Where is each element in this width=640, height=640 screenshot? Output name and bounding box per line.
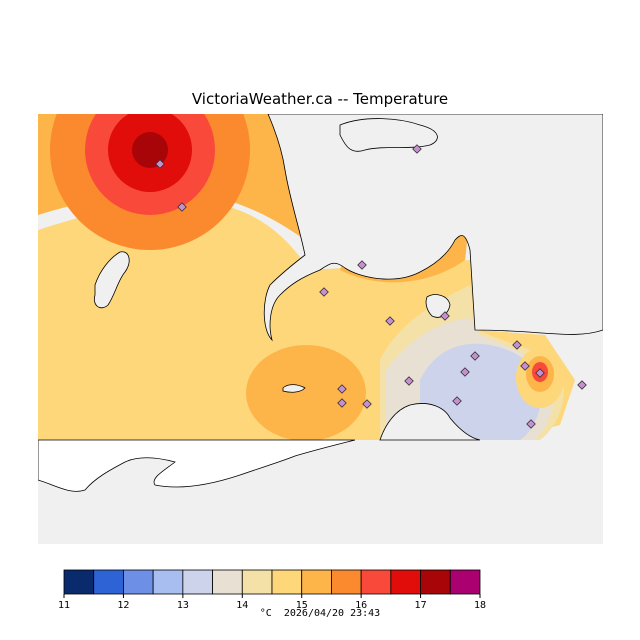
station-marker (452, 396, 462, 406)
legend-swatch (63, 569, 95, 595)
station-markers (155, 144, 587, 429)
legend-tick-label: 15 (296, 600, 308, 611)
station-marker (535, 368, 545, 378)
legend-footer: °C 2026/04/20 23:43 (0, 608, 640, 619)
station-marker (440, 311, 450, 321)
station-marker (404, 376, 414, 386)
unit-label: °C (259, 608, 272, 619)
legend-swatch (331, 569, 362, 595)
timestamp: 2026/04/20 23:43 (283, 608, 381, 619)
legend-swatch (360, 569, 392, 595)
island-west (93, 251, 130, 309)
station-marker (520, 361, 530, 371)
legend-swatch (449, 569, 481, 595)
station-marker (357, 260, 367, 270)
legend-tick-label: 18 (474, 600, 486, 611)
legend-swatch (420, 569, 451, 595)
station-marker (577, 380, 587, 390)
station-marker (362, 399, 372, 409)
station-marker (385, 316, 395, 326)
station-marker (177, 202, 187, 212)
legend-swatch (123, 569, 154, 595)
water-se-bay (379, 403, 481, 441)
water-strait (263, 114, 603, 342)
map-title: VictoriaWeather.ca -- Temperature (191, 90, 449, 108)
south-coast (38, 439, 356, 492)
station-marker (412, 144, 422, 154)
water-inlet (339, 118, 438, 152)
legend-swatch (182, 569, 213, 595)
station-marker (319, 287, 329, 297)
legend-swatch (271, 569, 303, 595)
legend-tick-label: 13 (177, 600, 189, 611)
color-legend: 11 12 13 14 15 16 17 18 (58, 569, 486, 611)
legend-tick-label: 16 (355, 600, 367, 611)
legend-swatch (241, 569, 273, 595)
station-marker (512, 340, 522, 350)
legend-tick-label: 17 (415, 600, 427, 611)
legend-swatch (93, 569, 124, 595)
legend-tick-label: 11 (58, 600, 70, 611)
station-marker (460, 367, 470, 377)
contour-central-15.5 (246, 345, 366, 441)
legend-swatch (152, 569, 184, 595)
station-marker (337, 384, 347, 394)
legend-tick-label: 12 (117, 600, 129, 611)
station-marker (526, 419, 536, 429)
island-central (282, 384, 306, 393)
contour-nw-17.5-ring (132, 132, 168, 168)
legend-swatch (301, 569, 332, 595)
legend-tick-label: 14 (236, 600, 248, 611)
station-marker (155, 159, 165, 169)
legend-swatch (390, 569, 421, 595)
station-marker (470, 351, 480, 361)
contour-se-13.5 (420, 343, 542, 440)
legend-swatch (212, 569, 243, 595)
station-marker (337, 398, 347, 408)
